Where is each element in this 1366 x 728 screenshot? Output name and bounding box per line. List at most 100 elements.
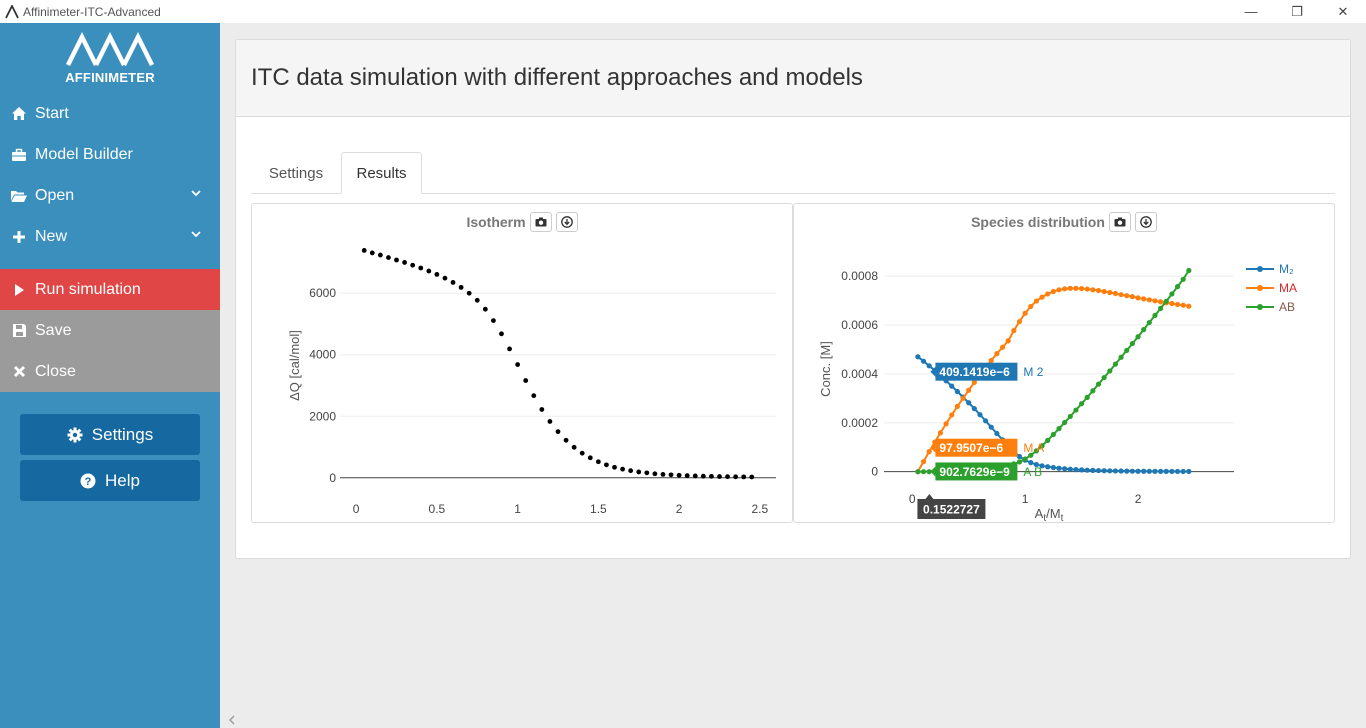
series-point-2 [1056, 426, 1062, 432]
svg-text:?: ? [85, 476, 92, 488]
window-titlebar: Affinimeter-ITC-Advanced — ❐ ✕ [0, 0, 1366, 23]
isotherm-snapshot-button[interactable] [529, 212, 552, 232]
series-point-2 [1135, 334, 1141, 340]
series-point-0 [1078, 467, 1085, 473]
series-point-0 [977, 412, 983, 418]
tooltip-value: 97.9507e−6 [939, 441, 1003, 455]
data-point [579, 450, 585, 456]
y-tick-label: 6000 [309, 286, 336, 300]
nav-open[interactable]: Open [0, 175, 220, 216]
species-card: Species distribution 0 0.0002 0.0004 0.0006… [793, 203, 1335, 523]
tab-bar: Settings Results [251, 152, 1335, 194]
series-point-0 [1095, 467, 1102, 474]
species-plot: 0 0.0002 0.0004 0.0006 0.0008 0 1 2 409.1419e−6 M… [818, 262, 1297, 522]
data-point [563, 437, 569, 443]
series-point-1 [1084, 286, 1090, 292]
data-point [668, 472, 674, 478]
species-title: Species distribution [971, 214, 1105, 230]
series-point-0 [1163, 468, 1169, 474]
nav-close[interactable]: Close [0, 351, 220, 392]
data-point [434, 272, 440, 277]
data-point [426, 268, 432, 274]
horizontal-scrollbar[interactable] [220, 712, 1366, 728]
x-hover-arrow [925, 494, 934, 499]
species-download-button[interactable] [1134, 212, 1157, 232]
nav-run-simulation[interactable]: Run simulation [0, 269, 220, 310]
series-point-0 [1169, 468, 1175, 475]
series-point-2 [1050, 431, 1056, 438]
series-point-1 [1033, 298, 1040, 304]
data-point [684, 473, 690, 479]
data-point [491, 318, 496, 323]
x-tick-label: 1 [514, 502, 521, 516]
x-hover-box [917, 499, 986, 519]
series-point-1 [949, 412, 955, 418]
isotherm-download-button[interactable] [555, 212, 578, 232]
series-point-2 [1033, 448, 1040, 454]
series-point-0 [1158, 468, 1164, 474]
series-point-2 [1062, 419, 1068, 426]
series-point-2 [1129, 340, 1135, 347]
data-point [369, 250, 375, 256]
data-point [571, 444, 577, 450]
nav-new-label: New [35, 227, 68, 245]
x-tick-label: 1 [1022, 492, 1029, 506]
series-point-2 [1090, 388, 1096, 394]
series-point-0 [1045, 464, 1051, 470]
settings-button[interactable]: Settings [20, 414, 200, 455]
data-point [628, 468, 634, 474]
close-window-button[interactable]: ✕ [1337, 3, 1349, 19]
series-point-2 [1146, 319, 1152, 326]
x-tick-label: 1.5 [590, 502, 607, 516]
series-point-1 [1067, 285, 1073, 291]
series-point-0 [1135, 468, 1141, 474]
series-point-2 [1118, 354, 1124, 360]
hover-tooltip: 409.1419e−6 M 2 97.9507e−6 M A 902.7629e−9 A … [917, 362, 1044, 519]
data-point [539, 407, 545, 412]
tooltip-arrow [930, 366, 936, 377]
help-button-label: Help [105, 470, 140, 490]
tooltip-box [935, 462, 1018, 481]
series-point-0 [1107, 468, 1113, 474]
nav-new[interactable]: New [0, 216, 220, 257]
series-point-0 [1062, 466, 1068, 472]
series-point-0 [1016, 453, 1023, 460]
y-tick-label: 0 [329, 471, 336, 485]
data-point [531, 393, 537, 399]
y-tick-label: 0.0008 [841, 269, 878, 283]
series-point-2 [1158, 305, 1164, 311]
series-point-0 [1112, 468, 1119, 474]
series-point-2 [1022, 456, 1028, 462]
data-point [377, 252, 383, 258]
y-axis-label: Conc. [M] [818, 341, 833, 397]
data-point [482, 306, 488, 312]
series-point-2 [1095, 381, 1102, 387]
nav-model-builder[interactable]: Model Builder [0, 134, 220, 175]
series-point-1 [1095, 287, 1102, 294]
nav-save[interactable]: Save [0, 310, 220, 351]
content-panel: ITC data simulation with different appro… [235, 39, 1351, 559]
species-snapshot-button[interactable] [1108, 212, 1131, 232]
series-point-1 [1146, 297, 1152, 303]
series-point-0 [1152, 468, 1158, 474]
species-chart[interactable]: 0 0.0002 0.0004 0.0006 0.0008 0 1 2 409.1419e−6 M… [794, 204, 1334, 522]
tooltip-value: 409.1419e−6 [939, 365, 1010, 379]
series-point-2 [1180, 276, 1186, 282]
series-point-0 [1056, 465, 1062, 471]
series-point-1 [960, 395, 966, 401]
restore-button[interactable]: ❐ [1291, 3, 1303, 19]
minimize-button[interactable]: — [1244, 4, 1258, 19]
series-point-1 [1107, 289, 1113, 296]
series-point-0 [1050, 464, 1056, 471]
data-point [402, 260, 407, 265]
series-point-2 [1169, 291, 1175, 297]
tab-results[interactable]: Results [341, 152, 422, 194]
series-point-0 [1180, 468, 1186, 475]
nav-start[interactable]: Start [0, 93, 220, 134]
data-point [604, 462, 609, 468]
home-icon [10, 105, 28, 123]
nav-model-builder-label: Model Builder [35, 145, 133, 163]
help-button[interactable]: ? Help [20, 460, 200, 501]
tab-settings[interactable]: Settings [268, 164, 324, 182]
